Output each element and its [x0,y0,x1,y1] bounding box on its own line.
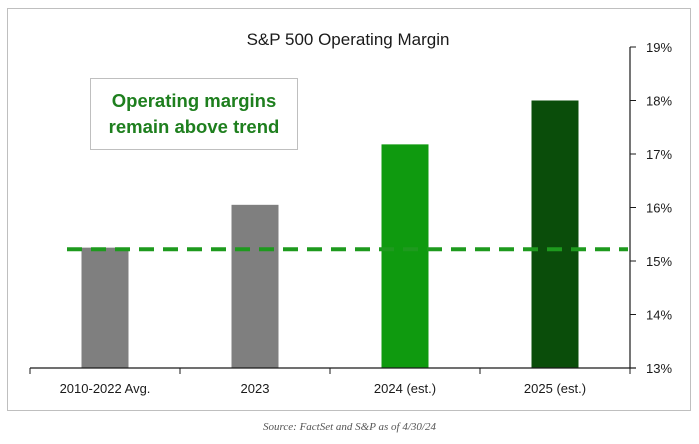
y-tick-label-1: 14% [646,308,672,323]
annotation-line-1: Operating margins [111,90,277,111]
bar-1 [231,204,279,368]
y-tick-label-4: 17% [646,147,672,162]
x-tick-label-0: 2010-2022 Avg. [60,381,151,396]
annotation-line-2: remain above trend [108,116,280,137]
bar-2 [381,144,429,368]
y-tick-label-5: 18% [646,94,672,109]
x-tick-label-3: 2025 (est.) [524,381,586,396]
x-tick-label-1: 2023 [241,381,270,396]
y-tick-label-3: 16% [646,201,672,216]
bar-0 [81,247,129,368]
y-tick-label-2: 15% [646,254,672,269]
y-tick-label-0: 13% [646,361,672,376]
x-tick-label-2: 2024 (est.) [374,381,436,396]
chart-title: S&P 500 Operating Margin [247,30,450,49]
annotation-box: Operating margins remain above trend [90,78,298,150]
y-tick-label-6: 19% [646,40,672,55]
bar-3 [531,100,579,368]
source-note: Source: FactSet and S&P as of 4/30/24 [263,421,436,433]
